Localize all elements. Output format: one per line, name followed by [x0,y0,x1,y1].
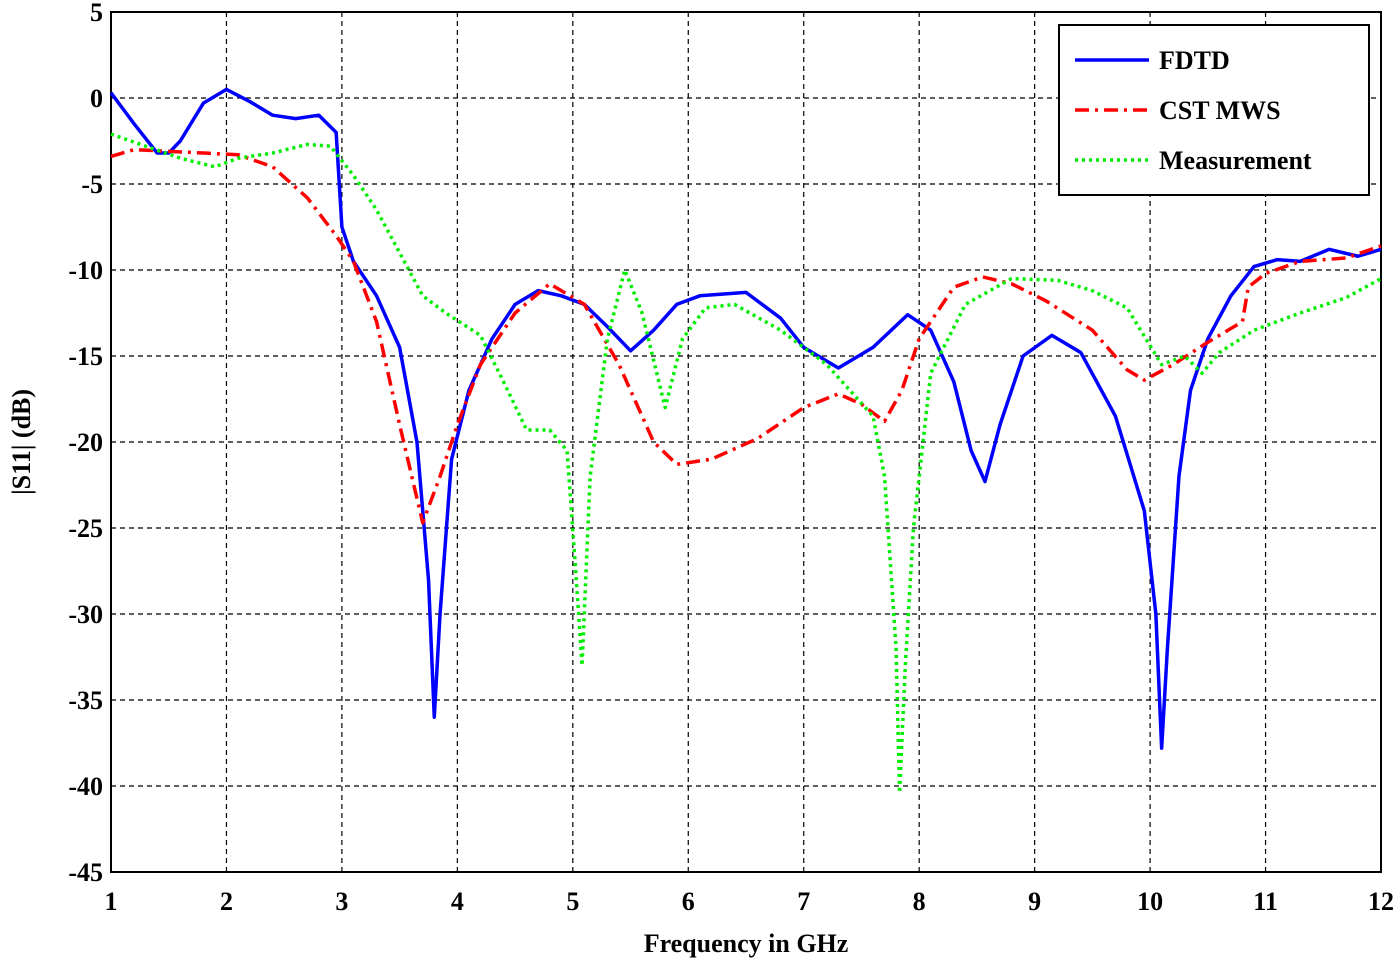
x-tick-label: 12 [1368,887,1394,916]
y-tick-label: -5 [81,170,103,199]
x-tick-label: 8 [913,887,926,916]
y-tick-label: -40 [68,772,103,801]
y-tick-label: -15 [68,342,103,371]
legend-label: CST MWS [1159,96,1281,125]
y-tick-label: -35 [68,686,103,715]
x-tick-label: 9 [1028,887,1041,916]
series-line [109,87,1382,750]
x-tick-label: 6 [682,887,695,916]
y-tick-label: -25 [68,514,103,543]
legend-label: FDTD [1159,46,1230,75]
y-tick-label: -45 [68,858,103,887]
x-tick-label: 1 [105,887,118,916]
x-tick-label: 4 [451,887,464,916]
legend-box [1058,24,1370,196]
series-line [110,147,1382,525]
legend-label: Measurement [1159,146,1312,175]
x-tick-label: 5 [566,887,579,916]
y-tick-label: -30 [68,600,103,629]
y-tick-label: 5 [90,0,103,27]
y-tick-label: 0 [90,84,103,113]
x-tick-label: 2 [220,887,233,916]
y-tick-label: -10 [68,256,103,285]
x-axis-label: Frequency in GHz [644,929,849,958]
x-tick-label: 3 [335,887,348,916]
y-tick-label: -20 [68,428,103,457]
series-line [110,132,1382,795]
x-tick-label: 11 [1253,887,1278,916]
plot-frame [110,11,1382,873]
x-tick-label: 10 [1137,887,1163,916]
y-axis-label: |S11| (dB) [7,389,36,495]
x-tick-label: 7 [797,887,810,916]
